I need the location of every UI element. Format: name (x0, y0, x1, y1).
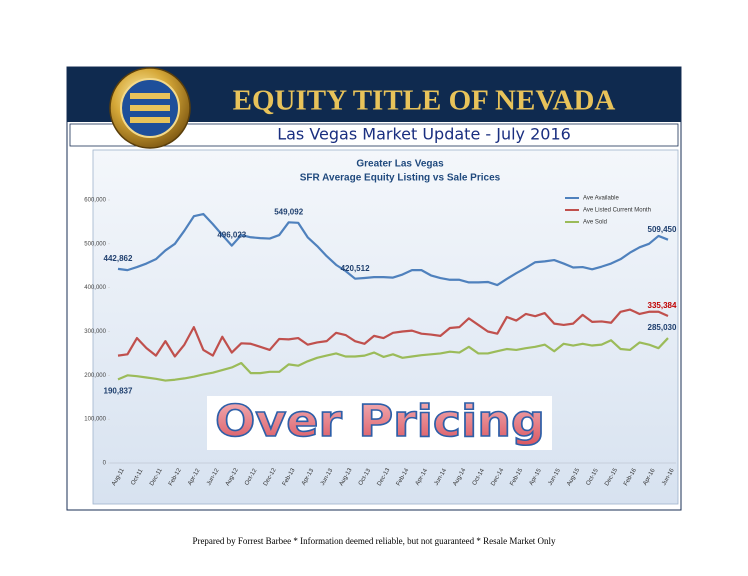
y-tick-label: 200,000 (84, 373, 106, 379)
chart-area (92, 149, 679, 505)
data-label: 496,023 (217, 231, 246, 240)
subtitle-band (69, 123, 679, 147)
legend-label: Ave Available (583, 196, 619, 202)
footer: Prepared by Forrest Barbee * Information… (192, 536, 556, 546)
chart-subtitle: SFR Average Equity Listing vs Sale Price… (300, 173, 501, 184)
legend-label: Ave Sold (583, 220, 607, 226)
data-label: 420,512 (341, 264, 370, 273)
annotation: Over Pricing (215, 396, 545, 447)
series-line (117, 337, 669, 382)
data-label: 549,092 (274, 207, 303, 216)
data-label: 285,030 (648, 323, 677, 332)
legend-label: Ave Listed Current Month (583, 208, 651, 214)
chart-title: Greater Las Vegas (356, 159, 444, 170)
annotation-box (207, 396, 552, 450)
y-tick-label: 100,000 (84, 417, 106, 423)
series-line (117, 212, 669, 287)
data-label: 190,837 (104, 386, 133, 395)
logo (109, 67, 191, 149)
header-subtitle: Las Vegas Market Update - July 2016 (277, 125, 571, 144)
data-label: 509,450 (648, 225, 677, 234)
y-tick-label: 600,000 (84, 198, 106, 204)
header-title: EQUITY TITLE OF NEVADA (233, 85, 616, 117)
y-tick-label: 500,000 (84, 241, 106, 247)
data-label: 335,384 (648, 301, 677, 310)
y-tick-label: 300,000 (84, 329, 106, 335)
series-line (117, 308, 669, 358)
y-tick-label: 400,000 (84, 285, 106, 291)
data-label: 442,862 (104, 254, 133, 263)
y-tick-label: 0 (103, 461, 107, 467)
